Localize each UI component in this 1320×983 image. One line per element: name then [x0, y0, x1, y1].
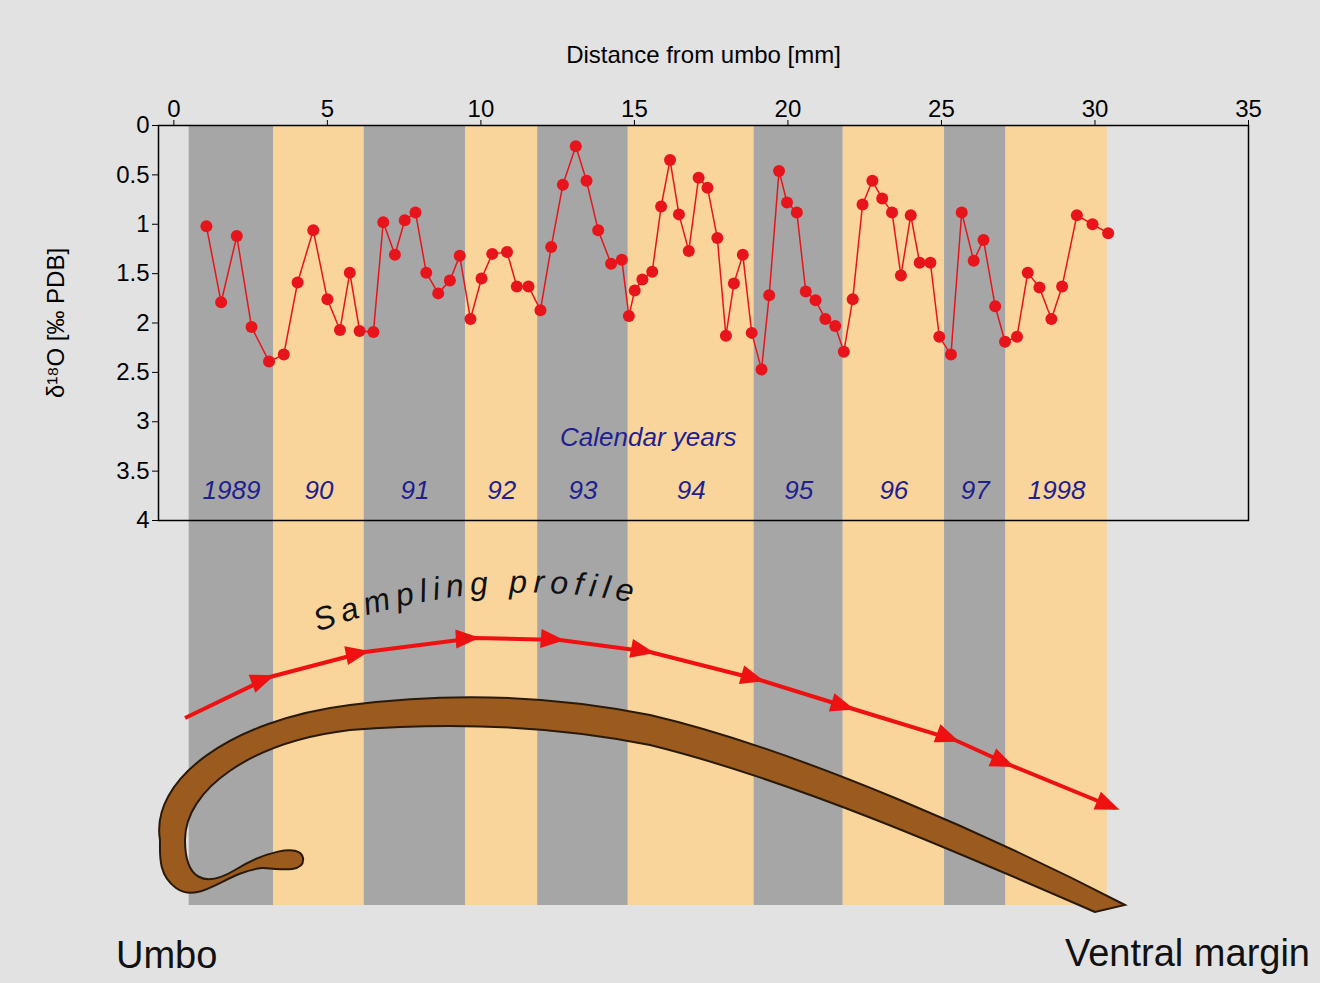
- svg-text:10: 10: [468, 95, 495, 122]
- svg-text:2.5: 2.5: [116, 358, 149, 385]
- svg-text:96: 96: [879, 475, 908, 505]
- svg-text:3.5: 3.5: [116, 457, 149, 484]
- svg-text:35: 35: [1235, 95, 1262, 122]
- svg-text:0: 0: [167, 95, 180, 122]
- svg-text:Sampling profile: Sampling profile: [308, 564, 643, 639]
- svg-text:1.5: 1.5: [116, 259, 149, 286]
- svg-text:93: 93: [569, 475, 598, 505]
- svg-text:0.5: 0.5: [116, 161, 149, 188]
- svg-text:25: 25: [928, 95, 955, 122]
- svg-text:Calendar years: Calendar years: [560, 422, 736, 452]
- svg-text:4: 4: [136, 506, 149, 533]
- svg-text:95: 95: [784, 475, 813, 505]
- svg-text:91: 91: [400, 475, 429, 505]
- svg-text:0: 0: [136, 111, 149, 138]
- svg-text:δ¹⁸O [‰ PDB]: δ¹⁸O [‰ PDB]: [42, 248, 69, 398]
- svg-text:97: 97: [961, 475, 991, 505]
- svg-text:20: 20: [775, 95, 802, 122]
- svg-text:1989: 1989: [203, 475, 261, 505]
- svg-text:Umbo: Umbo: [116, 934, 217, 976]
- svg-text:92: 92: [487, 475, 516, 505]
- svg-text:5: 5: [321, 95, 334, 122]
- svg-text:94: 94: [677, 475, 706, 505]
- svg-text:90: 90: [304, 475, 333, 505]
- svg-text:15: 15: [621, 95, 648, 122]
- svg-text:30: 30: [1082, 95, 1109, 122]
- svg-text:Ventral margin: Ventral margin: [1065, 932, 1310, 974]
- svg-text:3: 3: [136, 407, 149, 434]
- svg-text:1998: 1998: [1028, 475, 1086, 505]
- svg-text:1: 1: [136, 210, 149, 237]
- svg-text:2: 2: [136, 309, 149, 336]
- svg-text:Distance from umbo [mm]: Distance from umbo [mm]: [566, 41, 841, 68]
